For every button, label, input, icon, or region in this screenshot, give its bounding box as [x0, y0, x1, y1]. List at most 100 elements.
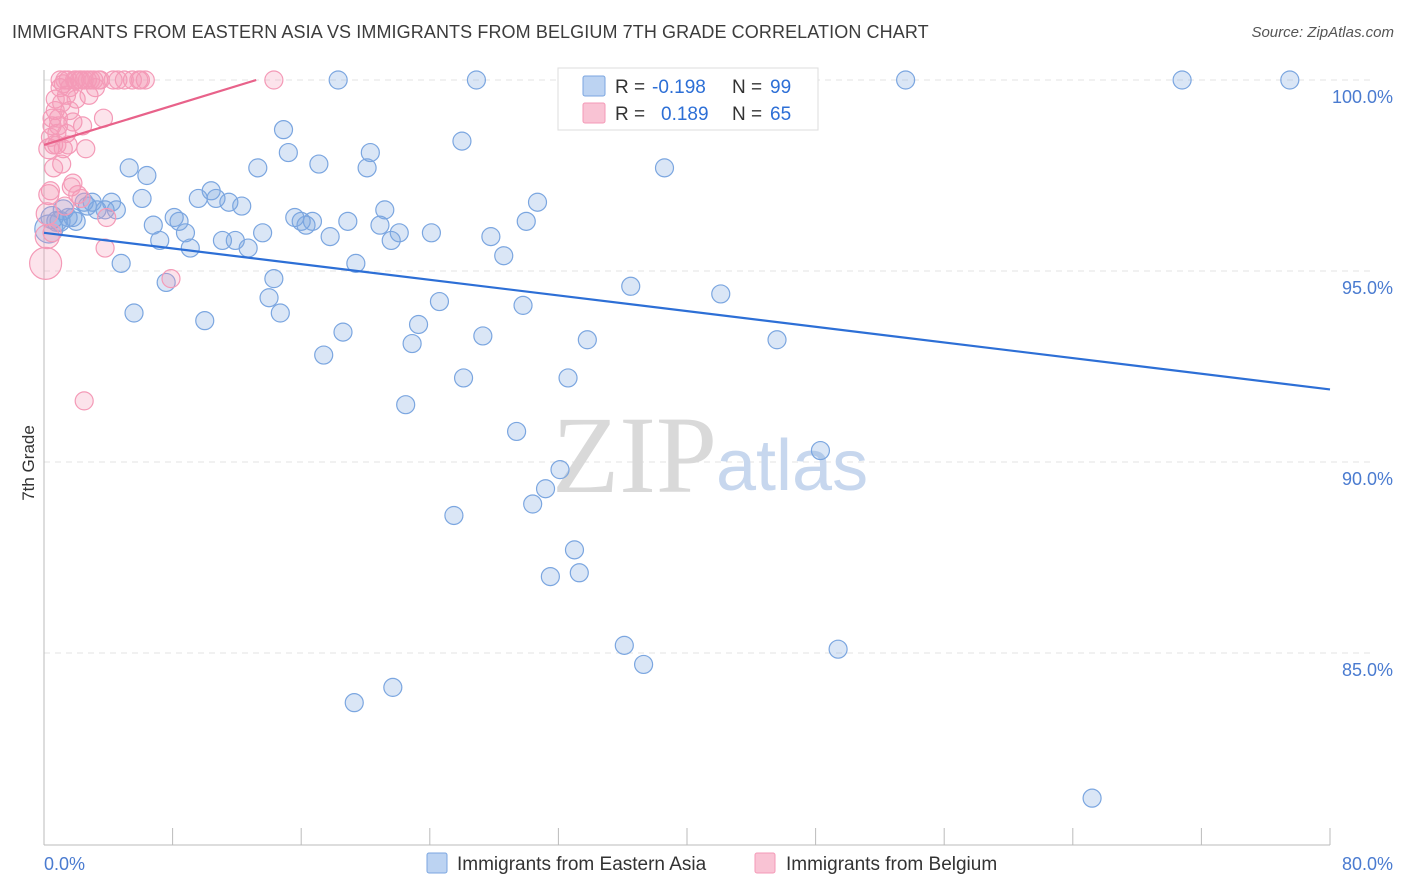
point-series-1-26 — [63, 112, 83, 132]
point-series-0-79 — [577, 330, 597, 350]
watermark-zip: ZIP — [552, 394, 717, 516]
point-series-0-97 — [344, 693, 364, 713]
point-series-0-93 — [1280, 70, 1300, 90]
point-series-0-55 — [370, 215, 390, 235]
point-series-1-56 — [55, 196, 75, 216]
point-series-1-54 — [48, 116, 69, 136]
point-series-0-96 — [383, 677, 403, 697]
point-series-1-44 — [97, 207, 117, 228]
stats-r-label-0: R = — [615, 77, 645, 98]
point-series-0-41 — [278, 142, 298, 163]
point-series-0-87 — [767, 330, 787, 350]
stats-n-label-1: N = — [732, 104, 762, 125]
point-series-0-21 — [150, 230, 170, 251]
point-series-1-50 — [130, 70, 151, 90]
point-series-1-62 — [161, 269, 181, 289]
point-series-1-33 — [72, 116, 93, 136]
point-series-0-58 — [389, 223, 409, 243]
point-series-1-46 — [108, 70, 128, 90]
trend-line-1 — [43, 78, 257, 146]
point-series-1-47 — [114, 70, 134, 90]
point-series-0-74 — [540, 566, 560, 587]
point-series-0-52 — [346, 253, 366, 273]
stats-n-value-0: 99 — [770, 77, 791, 98]
point-series-0-72 — [527, 192, 548, 212]
point-series-0-49 — [328, 70, 348, 90]
point-series-0-76 — [558, 368, 578, 388]
point-series-1-60 — [74, 391, 94, 411]
point-series-0-85 — [711, 284, 731, 304]
point-series-0-90 — [896, 70, 916, 90]
point-series-1-58 — [63, 173, 83, 193]
point-series-0-30 — [206, 188, 226, 209]
axes — [43, 70, 1331, 846]
legend: Immigrants from Eastern Asia Immigrants … — [426, 852, 997, 875]
source-credit: Source: ZipAtlas.com — [1251, 24, 1394, 41]
point-series-0-45 — [302, 211, 323, 231]
point-series-0-92 — [1172, 70, 1192, 90]
stats-box: R = -0.198 N = 99 R = 0.189 N = 65 — [557, 67, 819, 131]
tick-labels: 100.0% 95.0% 90.0% 85.0% 0.0% 80.0% — [44, 87, 1393, 874]
legend-item-eastern-asia[interactable]: Immigrants from Eastern Asia — [426, 852, 707, 875]
point-series-0-66 — [473, 326, 493, 346]
y-tick-label-2: 90.0% — [1342, 469, 1393, 489]
stats-r-value-1: 0.189 — [661, 104, 709, 125]
point-series-1-63 — [264, 70, 284, 90]
point-series-0-28 — [195, 311, 215, 331]
point-series-1-61 — [95, 238, 115, 258]
point-series-0-91 — [1082, 788, 1102, 808]
point-series-1-52 — [40, 181, 61, 201]
point-series-0-68 — [494, 246, 514, 266]
point-series-0-89 — [828, 639, 848, 659]
y-axis-label: 7th Grade — [19, 425, 38, 501]
point-series-0-34 — [232, 196, 252, 216]
point-series-0-88 — [810, 440, 831, 461]
point-series-0-81 — [621, 276, 641, 296]
point-series-0-77 — [564, 540, 585, 560]
legend-item-belgium[interactable]: Immigrants from Belgium — [754, 852, 997, 875]
point-series-0-60 — [402, 333, 422, 354]
point-series-0-59 — [396, 395, 416, 415]
point-series-0-18 — [132, 188, 152, 209]
stats-n-value-1: 65 — [770, 104, 791, 125]
point-series-0-62 — [421, 223, 442, 243]
point-series-0-40 — [273, 120, 294, 140]
trend-line-0 — [43, 231, 1331, 391]
point-series-1-0 — [29, 246, 63, 280]
legend-swatch-belgium — [754, 852, 776, 874]
point-series-1-2 — [35, 202, 59, 226]
point-series-0-35 — [238, 238, 258, 258]
point-series-0-25 — [175, 223, 196, 243]
legend-swatch-eastern-asia — [426, 852, 448, 874]
point-series-1-37 — [79, 85, 99, 105]
point-series-0-16 — [119, 158, 139, 178]
point-series-0-99 — [444, 505, 464, 526]
point-series-0-80 — [614, 635, 634, 655]
y-tick-label-3: 85.0% — [1342, 660, 1393, 680]
point-series-0-69 — [507, 421, 527, 442]
point-series-0-48 — [320, 227, 340, 247]
point-series-0-14 — [106, 200, 126, 220]
point-series-1-55 — [52, 154, 72, 174]
point-series-1-59 — [71, 188, 91, 209]
point-series-0-64 — [452, 131, 472, 151]
point-series-0-71 — [516, 211, 536, 231]
point-series-0-65 — [466, 70, 487, 90]
point-series-0-38 — [259, 288, 279, 308]
y-tick-label-1: 95.0% — [1342, 278, 1393, 298]
point-series-1-57 — [58, 135, 78, 155]
x-tick-label-1: 80.0% — [1342, 854, 1393, 874]
stats-r-value-0: -0.198 — [652, 77, 706, 98]
stats-r-label-1: R = — [615, 104, 645, 125]
trend-lines — [43, 78, 1331, 391]
point-series-0-47 — [314, 345, 334, 365]
point-series-0-70 — [513, 295, 533, 315]
point-series-1-51 — [135, 70, 155, 90]
point-series-0-63 — [429, 291, 450, 312]
point-series-1-45 — [103, 70, 123, 90]
point-series-0-26 — [180, 238, 200, 258]
point-series-0-75 — [550, 460, 570, 480]
point-series-0-54 — [357, 158, 377, 178]
x-tick-label-0: 0.0% — [44, 854, 85, 874]
point-series-0-32 — [219, 192, 239, 212]
